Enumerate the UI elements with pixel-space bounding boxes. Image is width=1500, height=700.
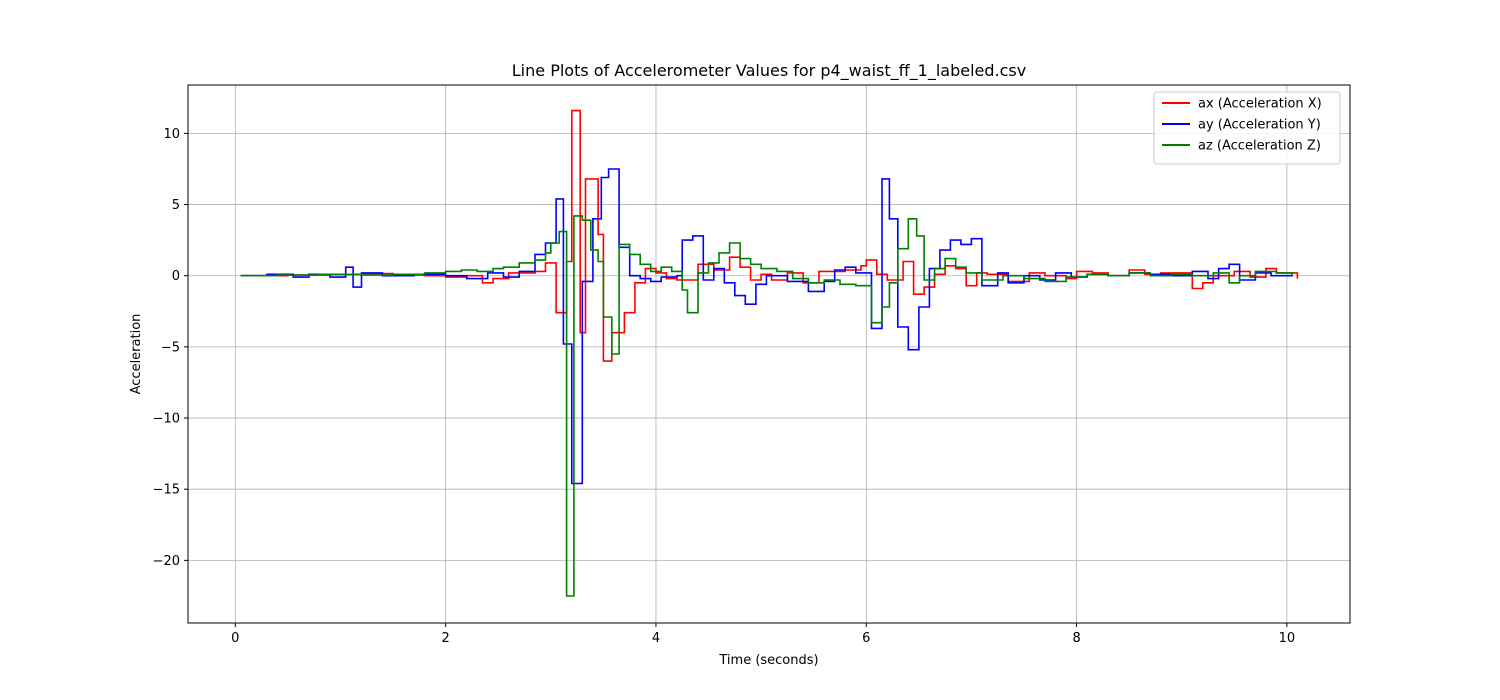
y-tick-label: 0	[172, 269, 180, 284]
legend-label: ay (Acceleration Y)	[1198, 118, 1321, 133]
legend-box	[1153, 91, 1341, 165]
chart-title: Line Plots of Accelerometer Values for p…	[512, 61, 1026, 81]
y-tick-label: −5	[161, 340, 180, 355]
x-tick-label: 10	[1279, 631, 1296, 646]
legend: ax (Acceleration X) ay (Acceleration Y) az…	[1153, 91, 1341, 165]
legend-label: az (Acceleration Z)	[1198, 139, 1321, 154]
series-line-az	[240, 215, 1293, 597]
y-tick-label: 10	[163, 127, 180, 142]
series-lines	[240, 109, 1299, 597]
x-tick-label: 2	[441, 631, 449, 646]
y-tick-label: −10	[153, 412, 180, 427]
x-tick-label: 6	[862, 631, 870, 646]
y-tick-label: 5	[172, 198, 180, 213]
y-tick-label: −15	[153, 483, 180, 498]
x-tick-label: 8	[1072, 631, 1080, 646]
x-axis-title: Time (seconds)	[718, 653, 818, 668]
y-tick-label: −20	[153, 554, 180, 569]
plot-frame	[187, 84, 1351, 624]
y-axis-title: Acceleration	[129, 314, 144, 395]
ticks: 0 2 4 6 8 10 10 5 0 −5 −10 −15 −20	[153, 127, 1296, 646]
x-tick-label: 0	[231, 631, 239, 646]
legend-label: ax (Acceleration X)	[1198, 97, 1322, 112]
x-tick-label: 4	[652, 631, 660, 646]
